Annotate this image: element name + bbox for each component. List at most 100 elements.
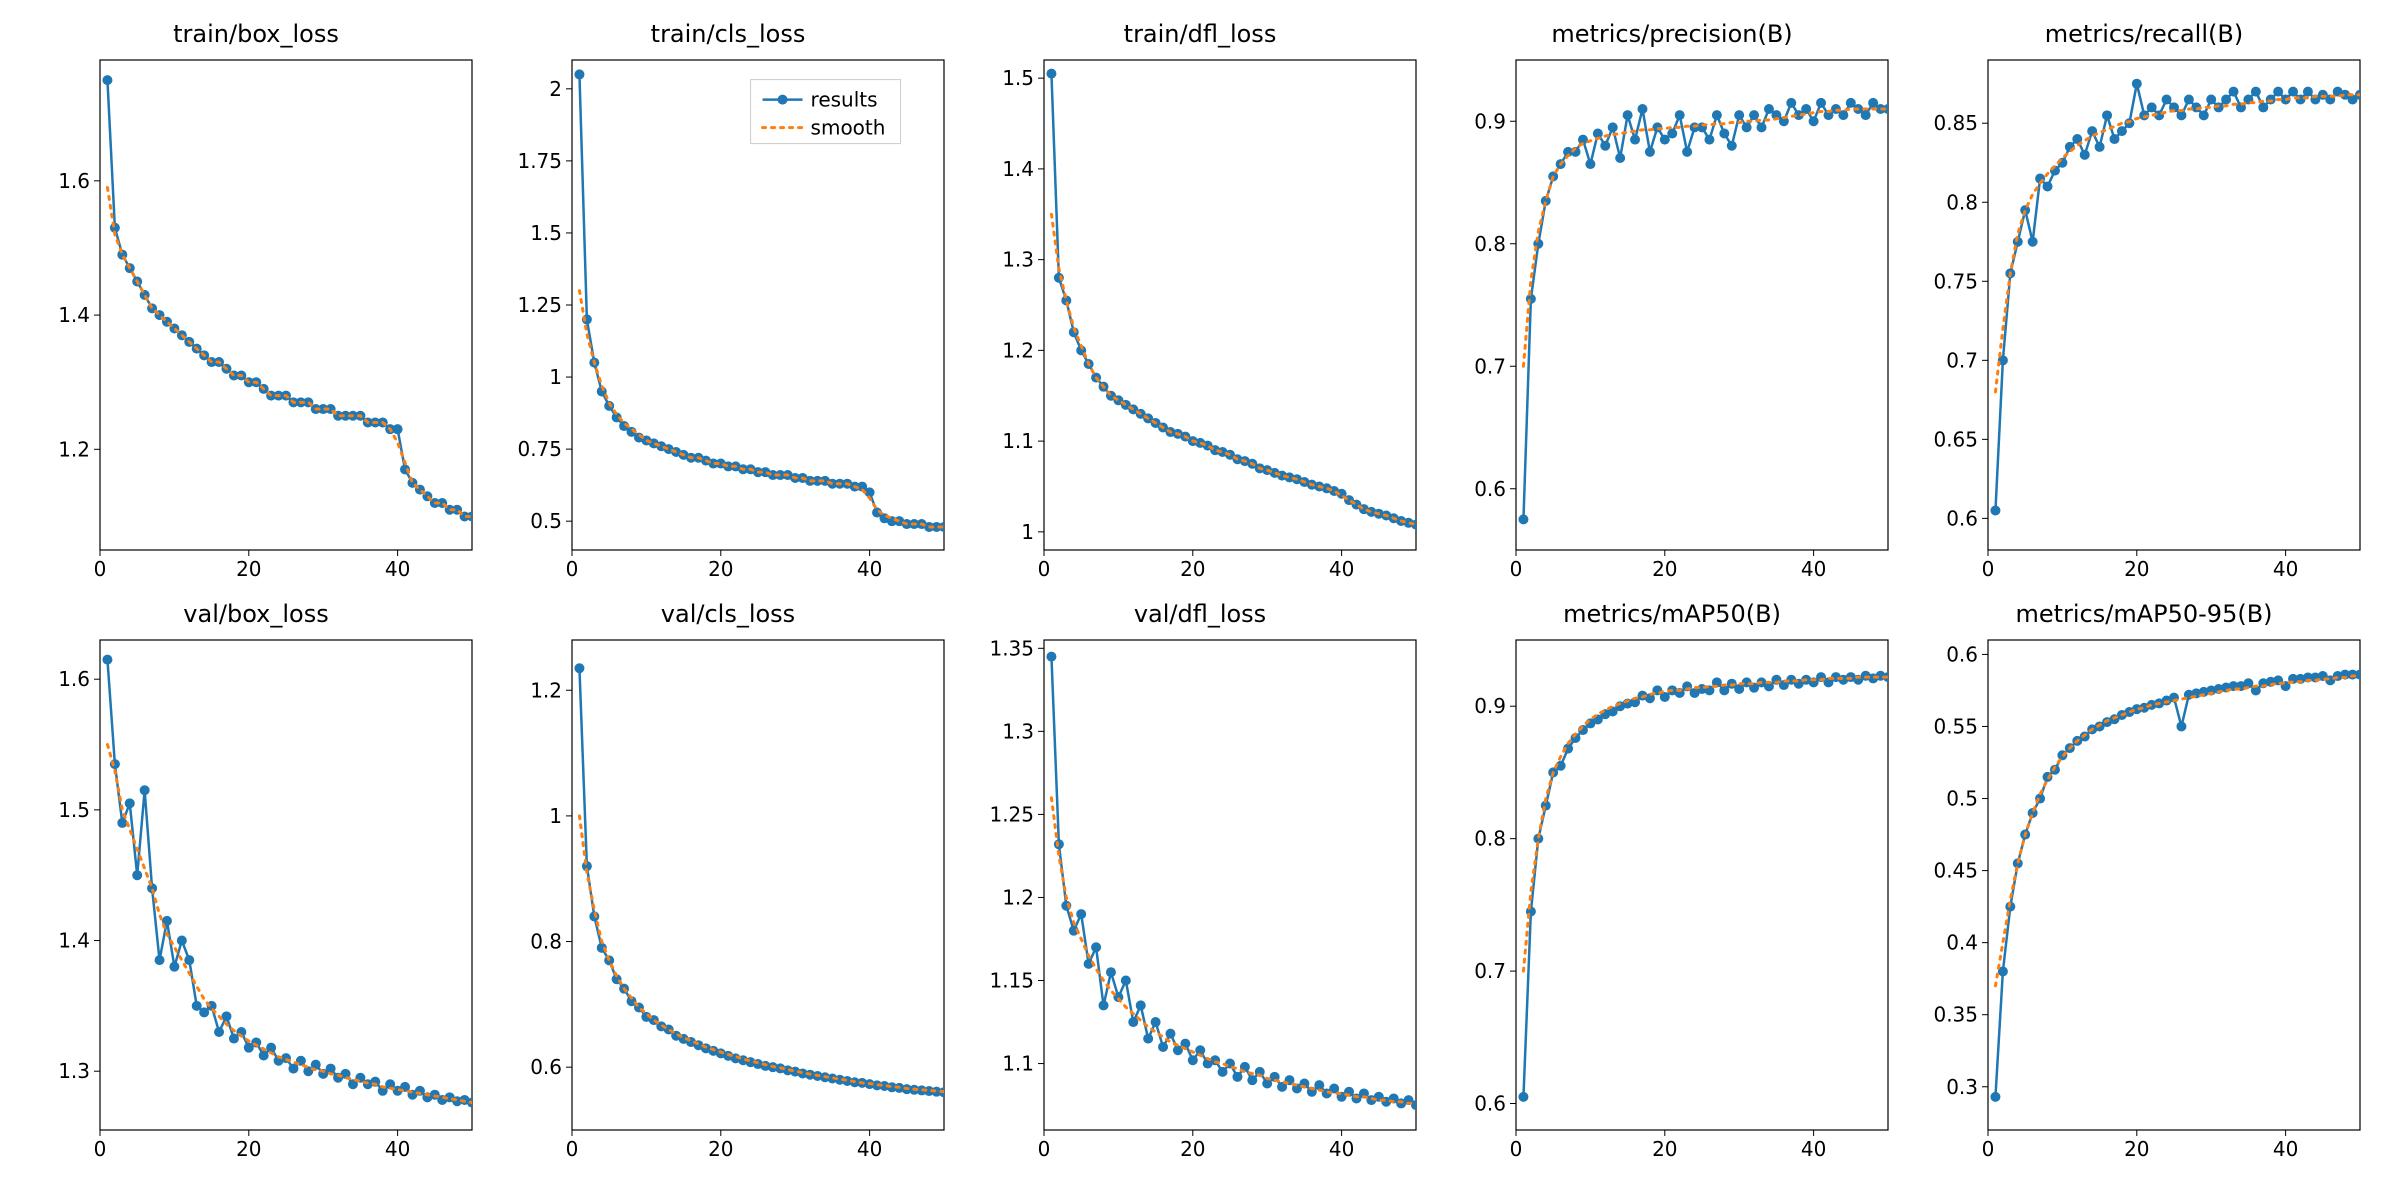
y-tick-label: 0.6	[1474, 477, 1506, 501]
smooth-line	[1995, 676, 2360, 986]
results-marker	[1232, 1072, 1242, 1082]
x-tick-label: 20	[2124, 557, 2149, 581]
chart-svg: 020400.30.350.40.450.50.550.6	[1918, 600, 2370, 1170]
x-tick-label: 20	[1180, 557, 1205, 581]
y-tick-label: 1.4	[58, 303, 90, 327]
y-tick-label: 1.2	[530, 678, 562, 702]
y-tick-label: 1.15	[989, 969, 1034, 993]
results-marker	[1188, 1055, 1198, 1065]
results-marker	[1734, 110, 1744, 120]
x-tick-label: 0	[1982, 1137, 1995, 1161]
results-marker	[2102, 110, 2112, 120]
panel-title: metrics/mAP50(B)	[1446, 600, 1898, 628]
y-tick-label: 0.6	[1946, 506, 1978, 530]
y-tick-label: 1.5	[530, 221, 562, 245]
panel-title: val/dfl_loss	[974, 600, 1426, 628]
results-line	[107, 660, 472, 1103]
results-marker	[1046, 652, 1056, 662]
y-tick-label: 1.1	[1002, 1052, 1034, 1076]
x-tick-label: 20	[2124, 1137, 2149, 1161]
results-marker	[1786, 98, 1796, 108]
y-tick-label: 0.3	[1946, 1075, 1978, 1099]
chart-svg: 020401.11.151.21.251.31.35	[974, 600, 1426, 1170]
results-marker	[2095, 142, 2105, 152]
y-tick-label: 1.3	[1002, 248, 1034, 272]
chart-svg: 020400.60.70.80.9	[1446, 20, 1898, 590]
x-tick-label: 0	[1038, 1137, 1051, 1161]
chart-panel: metrics/precision(B)020400.60.70.80.9	[1446, 20, 1898, 590]
y-tick-label: 1.25	[517, 293, 562, 317]
chart-panel: val/dfl_loss020401.11.151.21.251.31.35	[974, 600, 1426, 1170]
results-marker	[1600, 141, 1610, 151]
results-marker	[1151, 1017, 1161, 1027]
x-tick-label: 20	[236, 557, 261, 581]
results-marker	[2355, 670, 2365, 680]
chart-panel: train/box_loss020401.21.41.6	[30, 20, 482, 590]
results-marker	[2273, 87, 2283, 97]
x-tick-label: 0	[94, 557, 107, 581]
results-marker	[1645, 147, 1655, 157]
results-marker	[2221, 95, 2231, 105]
results-marker	[2080, 150, 2090, 160]
y-tick-label: 1.2	[1002, 338, 1034, 362]
results-marker	[1165, 1029, 1175, 1039]
results-marker	[2124, 118, 2134, 128]
y-tick-label: 0.85	[1933, 111, 1978, 135]
x-tick-label: 20	[236, 1137, 261, 1161]
results-marker	[1121, 976, 1131, 986]
results-marker	[1682, 147, 1692, 157]
y-tick-label: 1.35	[989, 636, 1034, 660]
y-tick-label: 1.5	[1002, 66, 1034, 90]
y-tick-label: 1.2	[1002, 885, 1034, 909]
chart-panel: val/box_loss020401.31.41.51.6	[30, 600, 482, 1170]
y-tick-label: 1.25	[989, 802, 1034, 826]
smooth-line	[579, 816, 944, 1092]
results-marker	[214, 1027, 224, 1037]
results-line	[1523, 103, 1888, 520]
chart-svg: 020401.21.41.6	[30, 20, 482, 590]
results-marker	[1585, 159, 1595, 169]
results-marker	[1704, 135, 1714, 145]
y-tick-label: 0.6	[1474, 1092, 1506, 1116]
results-marker	[2206, 95, 2216, 105]
smooth-line	[107, 745, 472, 1103]
results-marker	[1719, 685, 1729, 695]
x-tick-label: 0	[1510, 1137, 1523, 1161]
x-tick-label: 20	[708, 557, 733, 581]
x-tick-label: 40	[2273, 1137, 2298, 1161]
results-marker	[184, 955, 194, 965]
results-marker	[574, 69, 584, 79]
results-marker	[155, 955, 165, 965]
y-tick-label: 0.8	[1474, 232, 1506, 256]
results-line	[579, 668, 944, 1092]
results-marker	[2303, 87, 2313, 97]
results-marker	[1518, 514, 1528, 524]
y-tick-label: 2	[549, 77, 562, 101]
y-tick-label: 0.75	[1933, 269, 1978, 293]
x-tick-label: 40	[1801, 1137, 1826, 1161]
y-tick-label: 1	[549, 804, 562, 828]
x-tick-label: 0	[94, 1137, 107, 1161]
y-tick-label: 1.75	[517, 149, 562, 173]
results-marker	[1719, 129, 1729, 139]
results-marker	[2176, 721, 2186, 731]
results-marker	[1518, 1092, 1528, 1102]
y-tick-label: 1.6	[58, 169, 90, 193]
panel-grid: train/box_loss020401.21.41.6train/cls_lo…	[0, 0, 2400, 1200]
results-marker	[1675, 110, 1685, 120]
smooth-line	[1051, 798, 1416, 1104]
y-tick-label: 0.8	[530, 930, 562, 954]
results-marker	[2117, 126, 2127, 136]
results-marker	[266, 1043, 276, 1053]
chart-panel: val/cls_loss020400.60.811.2	[502, 600, 954, 1170]
panel-title: train/dfl_loss	[974, 20, 1426, 48]
results-marker	[1608, 122, 1618, 132]
x-tick-label: 20	[708, 1137, 733, 1161]
x-tick-label: 0	[1038, 557, 1051, 581]
chart-svg: 0204011.11.21.31.41.5	[974, 20, 1426, 590]
results-marker	[326, 1064, 336, 1074]
results-marker	[221, 1011, 231, 1021]
chart-panel: train/cls_loss020400.50.7511.251.51.752r…	[502, 20, 954, 590]
y-tick-label: 0.7	[1946, 348, 1978, 372]
results-marker	[1816, 98, 1826, 108]
